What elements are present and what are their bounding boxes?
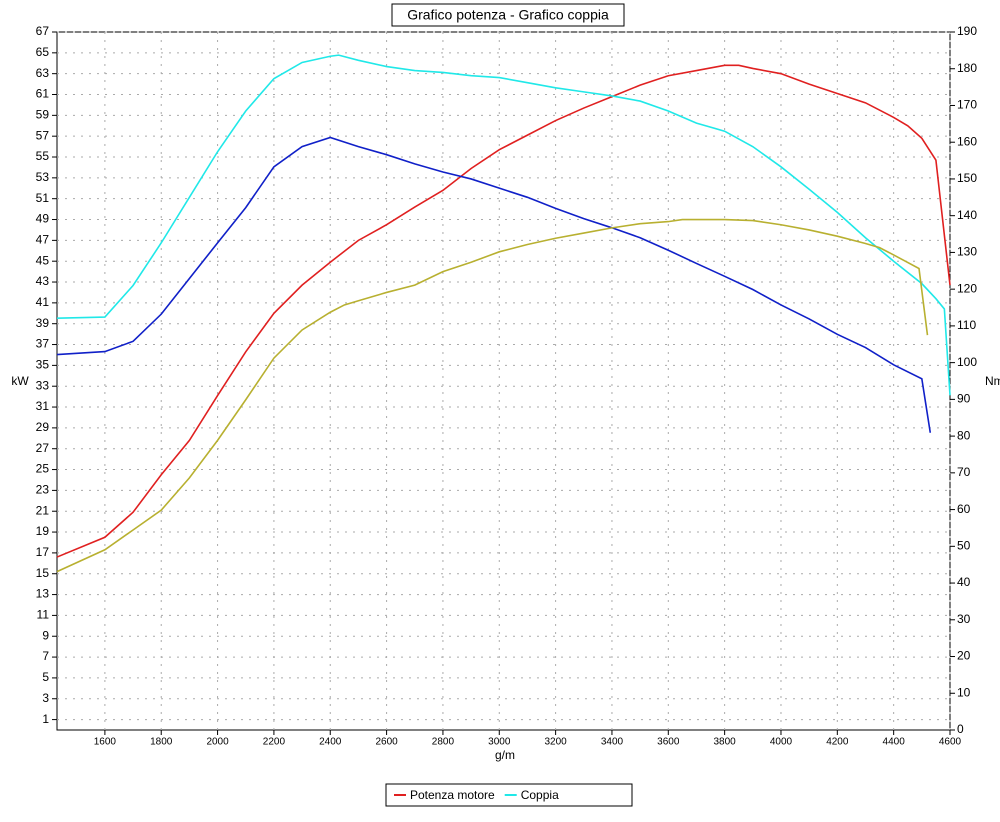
y2-tick-label: 120 <box>957 281 977 295</box>
y2-tick-label: 130 <box>957 245 977 259</box>
y-tick-label: 35 <box>36 358 50 372</box>
y-tick-label: 59 <box>36 108 50 122</box>
y2-tick-label: 0 <box>957 722 964 736</box>
y-tick-label: 19 <box>36 524 50 538</box>
y2-tick-label: 10 <box>957 685 971 699</box>
x-tick-label: 3800 <box>714 737 737 748</box>
series-line <box>56 218 929 573</box>
y2-tick-label: 170 <box>957 98 977 112</box>
series-line <box>56 136 932 433</box>
y2-tick-label: 20 <box>957 649 971 663</box>
x-tick-label: 4200 <box>826 737 849 748</box>
y2-tick-label: 100 <box>957 355 977 369</box>
legend-label: Potenza motore <box>410 788 495 802</box>
y-tick-label: 9 <box>42 628 49 642</box>
x-tick-label: 3600 <box>657 737 680 748</box>
x-tick-label: 4600 <box>939 737 962 748</box>
x-tick-label: 2800 <box>432 737 455 748</box>
y-tick-label: 33 <box>36 378 50 392</box>
y-tick-label: 5 <box>42 670 49 684</box>
y-tick-label: 55 <box>36 149 50 163</box>
y2-tick-label: 160 <box>957 134 977 148</box>
y2-tick-label: 90 <box>957 392 971 406</box>
y-tick-label: 7 <box>42 649 49 663</box>
y-tick-label: 23 <box>36 483 50 497</box>
y-tick-label: 47 <box>36 233 50 247</box>
x-tick-label: 3400 <box>601 737 624 748</box>
y-tick-label: 51 <box>36 191 50 205</box>
y-tick-label: 13 <box>36 587 50 601</box>
y-tick-label: 43 <box>36 274 50 288</box>
y2-tick-label: 70 <box>957 465 971 479</box>
y-tick-label: 31 <box>36 399 50 413</box>
x-tick-label: 2000 <box>206 737 229 748</box>
series-line <box>56 64 951 558</box>
y-tick-label: 61 <box>36 87 50 101</box>
x-tick-label: 2600 <box>375 737 398 748</box>
y-tick-label: 39 <box>36 316 50 330</box>
y2-tick-label: 30 <box>957 612 971 626</box>
y2-tick-label: 110 <box>957 318 976 332</box>
title-box <box>391 3 625 27</box>
y2-tick-label: 80 <box>957 428 971 442</box>
y-tick-label: 65 <box>36 45 50 59</box>
y-tick-label: 41 <box>36 295 50 309</box>
y2-tick-label: 50 <box>957 538 971 552</box>
legend-label: Coppia <box>521 788 559 802</box>
y2-tick-label: 60 <box>957 502 971 516</box>
plot-frame <box>56 31 951 731</box>
y2-tick-label: 140 <box>957 208 977 222</box>
x-tick-label: 2200 <box>263 737 286 748</box>
y-tick-label: 25 <box>36 462 50 476</box>
y-tick-label: 1 <box>42 712 49 726</box>
chart-title: Grafico potenza - Grafico coppia <box>407 7 609 23</box>
y-tick-label: 45 <box>36 253 50 267</box>
y-tick-label: 27 <box>36 441 50 455</box>
x-tick-label: 3000 <box>488 737 511 748</box>
y2-axis-label: Nm <box>985 374 1000 388</box>
y2-tick-label: 40 <box>957 575 971 589</box>
x-tick-label: 1800 <box>150 737 173 748</box>
y-axis-label: kW <box>11 374 29 388</box>
y2-tick-label: 150 <box>957 171 977 185</box>
series-line <box>56 54 951 396</box>
y-tick-label: 67 <box>36 24 50 38</box>
y-tick-label: 53 <box>36 170 50 184</box>
y-tick-label: 3 <box>42 691 49 705</box>
y-tick-label: 11 <box>37 608 50 622</box>
y2-tick-label: 190 <box>957 24 977 38</box>
x-tick-label: 1600 <box>94 737 117 748</box>
x-tick-label: 4400 <box>883 737 906 748</box>
x-tick-label: 4000 <box>770 737 793 748</box>
x-axis-label: g/m <box>495 748 515 762</box>
y2-tick-label: 180 <box>957 61 977 75</box>
y-tick-label: 17 <box>36 545 50 559</box>
y-tick-label: 57 <box>36 128 50 142</box>
x-tick-label: 2400 <box>319 737 342 748</box>
y-tick-label: 49 <box>36 212 50 226</box>
y-tick-label: 15 <box>36 566 50 580</box>
y-tick-label: 21 <box>36 503 50 517</box>
x-tick-label: 3200 <box>544 737 567 748</box>
y-tick-label: 63 <box>36 66 50 80</box>
y-tick-label: 29 <box>36 420 50 434</box>
y-tick-label: 37 <box>36 337 50 351</box>
